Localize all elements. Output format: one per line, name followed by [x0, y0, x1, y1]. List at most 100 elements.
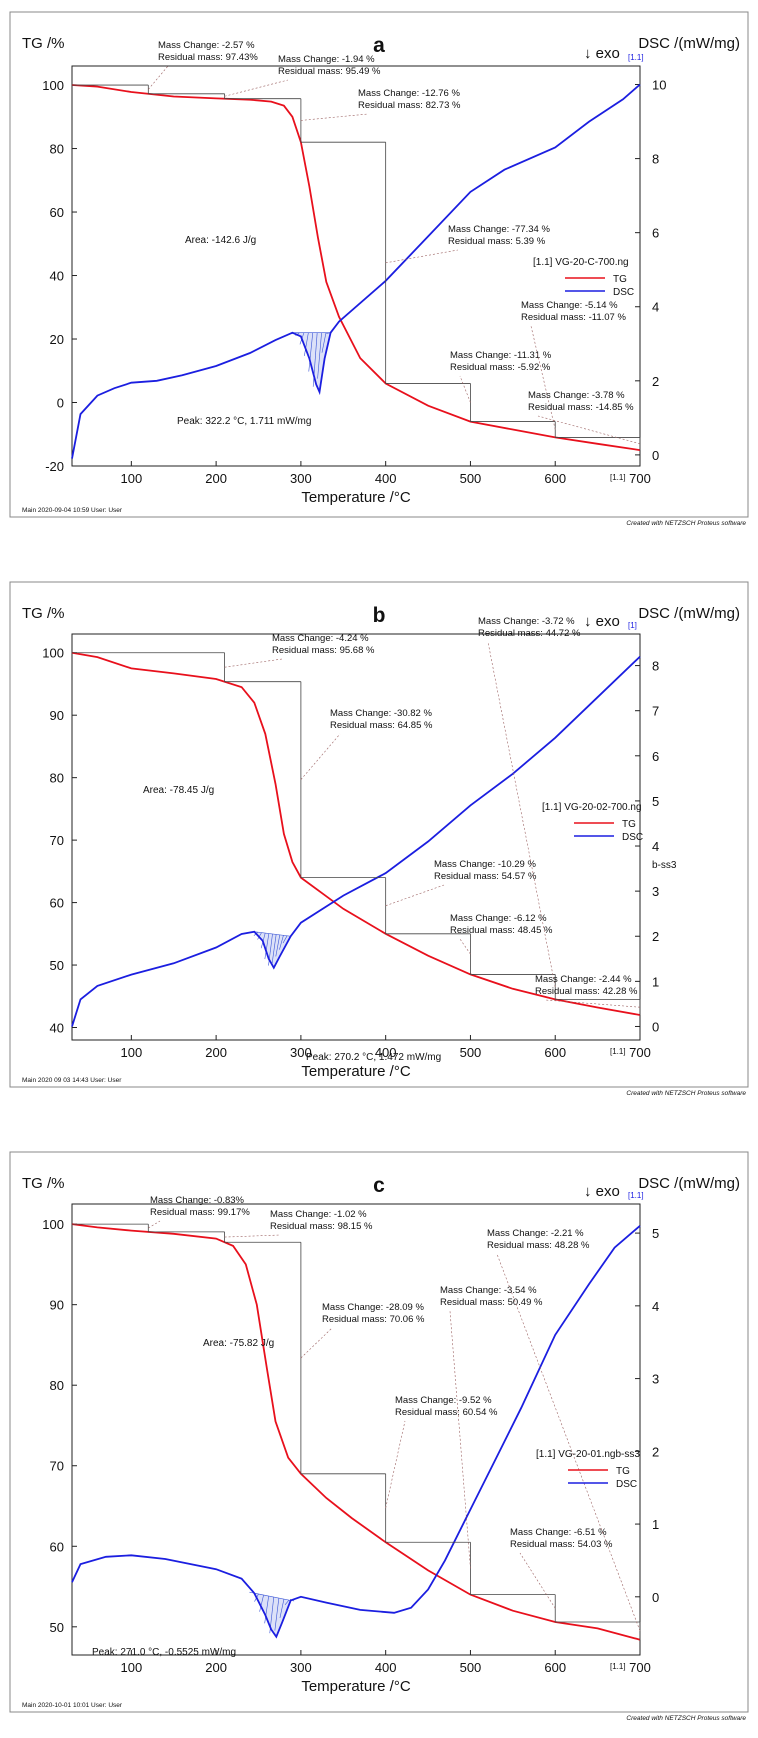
- peak-annotation: Peak: 271.0 °C, -0.5525 mW/mg: [92, 1647, 236, 1658]
- chart-panel-a: 100 200 300 400 500 600 700 -20 0 20 40 60 80 100 0 2 4 6…: [9, 11, 749, 527]
- footer-info: Main 2020 09 03 14:43 User: User: [22, 1077, 122, 1084]
- step-residual-mass: Residual mass: 82.73 %: [358, 100, 461, 111]
- step-mass-change: Mass Change: -4.24 %: [272, 633, 369, 644]
- step-mass-change: Mass Change: -0.83%: [150, 1195, 245, 1206]
- hatch-line: [264, 933, 270, 960]
- step-mass-change: Mass Change: -1.02 %: [270, 1209, 367, 1220]
- panel-frame: [9, 581, 749, 1088]
- hatch-line: [271, 934, 277, 964]
- step-leader-line: [496, 1253, 641, 1631]
- y-right-axis-label: DSC /(mW/mg): [638, 605, 740, 622]
- x-tick-label: 700: [629, 471, 651, 486]
- y-right-axis-label: DSC /(mW/mg): [638, 35, 740, 52]
- peak-annotation: Peak: 270.2 °C, 1.472 mW/mg: [306, 1052, 441, 1063]
- legend-tg-label: TG: [622, 819, 636, 830]
- step-residual-mass: Residual mass: -5.92 %: [450, 362, 551, 373]
- step-mass-change: Mass Change: -3.54 %: [440, 1285, 537, 1296]
- y-left-axis-label: TG /%: [22, 35, 65, 52]
- footer-info: Main 2020-09-04 10:59 User: User: [22, 507, 123, 514]
- y-left-tick-label: 60: [50, 205, 64, 220]
- dsc-series-line: [71, 1225, 641, 1639]
- y-right-tick-label: 3: [652, 1372, 659, 1387]
- y-right-tick-label: 4: [652, 300, 659, 315]
- step-residual-mass: Residual mass: 44.72 %: [478, 628, 581, 639]
- panel-frame: [9, 1151, 749, 1713]
- area-annotation: Area: -78.45 J/g: [143, 785, 214, 796]
- panel-label: a: [373, 34, 385, 57]
- y-left-tick-label: -20: [45, 459, 64, 474]
- legend-dsc-label: DSC: [622, 832, 643, 843]
- side-label: b-ss3: [652, 860, 677, 871]
- step-residual-mass: Residual mass: -14.85 %: [528, 402, 634, 413]
- hatch-line: [279, 1599, 285, 1618]
- step-leader-line: [519, 1552, 556, 1609]
- x-tick-label: 600: [544, 1045, 566, 1060]
- x-tick-label: 400: [375, 1045, 397, 1060]
- footer-credit: Created with NETZSCH Proteus software: [626, 520, 746, 527]
- step-leader-line: [459, 938, 471, 955]
- step-mass-change: Mass Change: -5.14 %: [521, 300, 618, 311]
- hatch-line: [274, 1598, 280, 1631]
- step-leader-line: [537, 415, 641, 445]
- x-tick-label: 200: [205, 1045, 227, 1060]
- footer-info: Main 2020-10-01 10:01 User: User: [22, 1702, 123, 1709]
- y-left-tick-label: 100: [42, 646, 64, 661]
- step-mass-change: Mass Change: -28.09 %: [322, 1302, 424, 1313]
- y-right-tick-label: 10: [652, 78, 666, 93]
- y-left-tick-label: 60: [50, 896, 64, 911]
- y-right-tick-label: 0: [652, 1590, 659, 1605]
- step-leader-line: [300, 1327, 333, 1359]
- hatch-line: [284, 1599, 290, 1606]
- step-residual-mass: Residual mass: 54.03 %: [510, 1539, 613, 1550]
- x-tick-label: 700: [629, 1660, 651, 1675]
- step-mass-change: Mass Change: -1.94 %: [278, 54, 375, 65]
- tg-series-line: [71, 651, 641, 1016]
- hatch-line: [282, 935, 288, 944]
- hatch-line: [304, 332, 309, 356]
- y-right-tick-label: 1: [652, 1517, 659, 1532]
- x-tick-label: 200: [205, 1660, 227, 1675]
- step-mass-change: Mass Change: -6.51 %: [510, 1527, 607, 1538]
- exo-marker: [1.1]: [628, 1191, 644, 1200]
- footer-credit: Created with NETZSCH Proteus software: [626, 1090, 746, 1097]
- tg-series-line: [71, 84, 641, 451]
- y-left-tick-label: 50: [50, 1620, 64, 1635]
- x-tick-label: 500: [460, 471, 482, 486]
- y-left-tick-label: 80: [50, 142, 64, 157]
- y-right-axis-label: DSC /(mW/mg): [638, 1175, 740, 1192]
- x-tick-label: 500: [460, 1045, 482, 1060]
- peak-annotation: Peak: 322.2 °C, 1.711 mW/mg: [177, 416, 311, 427]
- exo-label: ↓ exo: [584, 1183, 620, 1200]
- step-residual-mass: Residual mass: 48.28 %: [487, 1240, 590, 1251]
- y-left-tick-label: 80: [50, 1378, 64, 1393]
- panel-label: c: [373, 1174, 385, 1197]
- y-left-tick-label: 80: [50, 771, 64, 786]
- step-leader-line: [459, 375, 471, 403]
- y-right-tick-label: 2: [652, 374, 659, 389]
- hatch-line: [275, 934, 281, 957]
- exo-label: ↓ exo: [584, 613, 620, 630]
- step-leader-line: [487, 641, 556, 987]
- step-leader-line: [300, 113, 369, 121]
- hatch-line: [321, 332, 327, 353]
- y-right-tick-label: 1: [652, 974, 659, 989]
- step-residual-mass: Residual mass: 97.43%: [158, 52, 258, 63]
- exo-label: ↓ exo: [584, 45, 620, 62]
- legend-dsc-label: DSC: [613, 287, 634, 298]
- chart-panel-c: 100 200 300 400 500 600 700 50 60 70 80 90 100 0 1 2 3 4 5…: [9, 1151, 749, 1722]
- y-left-axis-label: TG /%: [22, 605, 65, 622]
- legend-tg-label: TG: [613, 274, 627, 285]
- step-leader-line: [449, 1310, 471, 1569]
- y-right-tick-label: 8: [652, 152, 659, 167]
- end-marker: [1.1]: [610, 1047, 626, 1056]
- y-left-tick-label: 20: [50, 332, 64, 347]
- step-mass-change: Mass Change: -6.12 %: [450, 913, 547, 924]
- step-leader-line: [224, 658, 283, 668]
- y-left-tick-label: 70: [50, 1459, 64, 1474]
- dsc-series-line: [71, 655, 641, 1027]
- hatch-line: [249, 1591, 254, 1594]
- x-tick-label: 300: [290, 1660, 312, 1675]
- step-residual-mass: Residual mass: 60.54 %: [395, 1407, 498, 1418]
- x-axis-label: Temperature /°C: [301, 1678, 411, 1695]
